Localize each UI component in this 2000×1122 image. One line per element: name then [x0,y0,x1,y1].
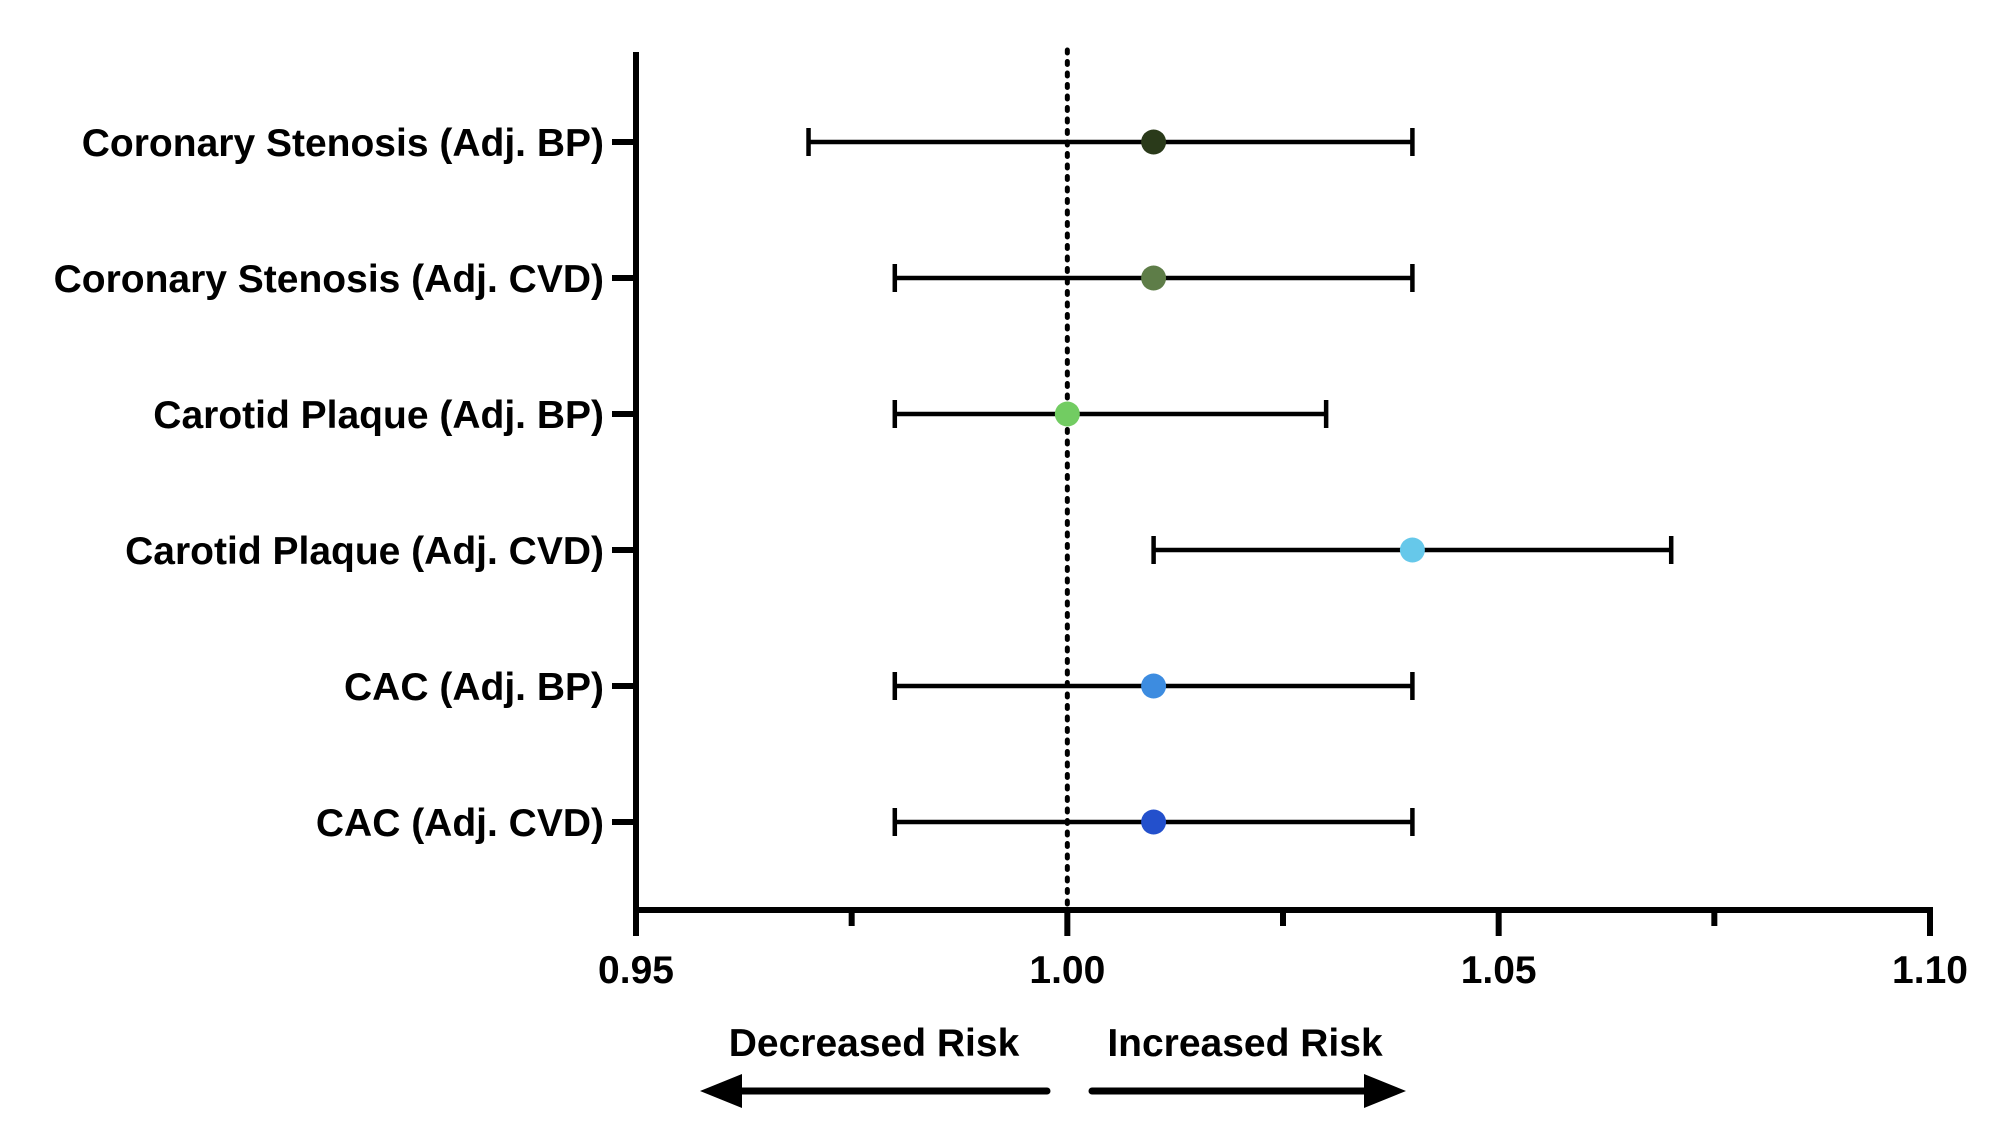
point-estimate [1141,265,1167,291]
row-label: Coronary Stenosis (Adj. CVD) [54,258,604,301]
x-tick-label: 1.00 [1029,949,1105,992]
row-label: Carotid Plaque (Adj. BP) [153,394,604,437]
forest-row: Carotid Plaque (Adj. CVD) [125,530,1674,573]
forest-row: Coronary Stenosis (Adj. BP) [82,122,1415,165]
point-estimate [1054,401,1080,427]
right-arrow-icon [1088,1074,1406,1108]
data-rows: Coronary Stenosis (Adj. BP) Coronary Sten… [54,122,1674,845]
x-tick-labels: 0.95 1.00 1.05 1.10 [598,949,1968,992]
row-label: Carotid Plaque (Adj. CVD) [125,530,604,573]
increased-risk-label: Increased Risk [1107,1022,1383,1065]
axes [633,52,1933,936]
row-label: Coronary Stenosis (Adj. BP) [82,122,604,165]
forest-row: CAC (Adj. CVD) [316,802,1415,845]
row-label: CAC (Adj. CVD) [316,802,604,845]
row-label: CAC (Adj. BP) [344,666,604,709]
forest-row: Coronary Stenosis (Adj. CVD) [54,258,1415,301]
x-tick-label: 0.95 [598,949,674,992]
forest-row: Carotid Plaque (Adj. BP) [153,394,1329,437]
left-arrow-icon [700,1074,1051,1108]
direction-annotations: Decreased Risk Increased Risk [700,1022,1406,1108]
point-estimate [1399,537,1425,563]
point-estimate [1141,673,1167,699]
forest-row: CAC (Adj. BP) [344,666,1415,709]
point-estimate [1141,129,1167,155]
x-tick-label: 1.10 [1892,949,1968,992]
decreased-risk-label: Decreased Risk [729,1022,1020,1065]
x-tick-label: 1.05 [1461,949,1537,992]
point-estimate [1141,809,1167,835]
